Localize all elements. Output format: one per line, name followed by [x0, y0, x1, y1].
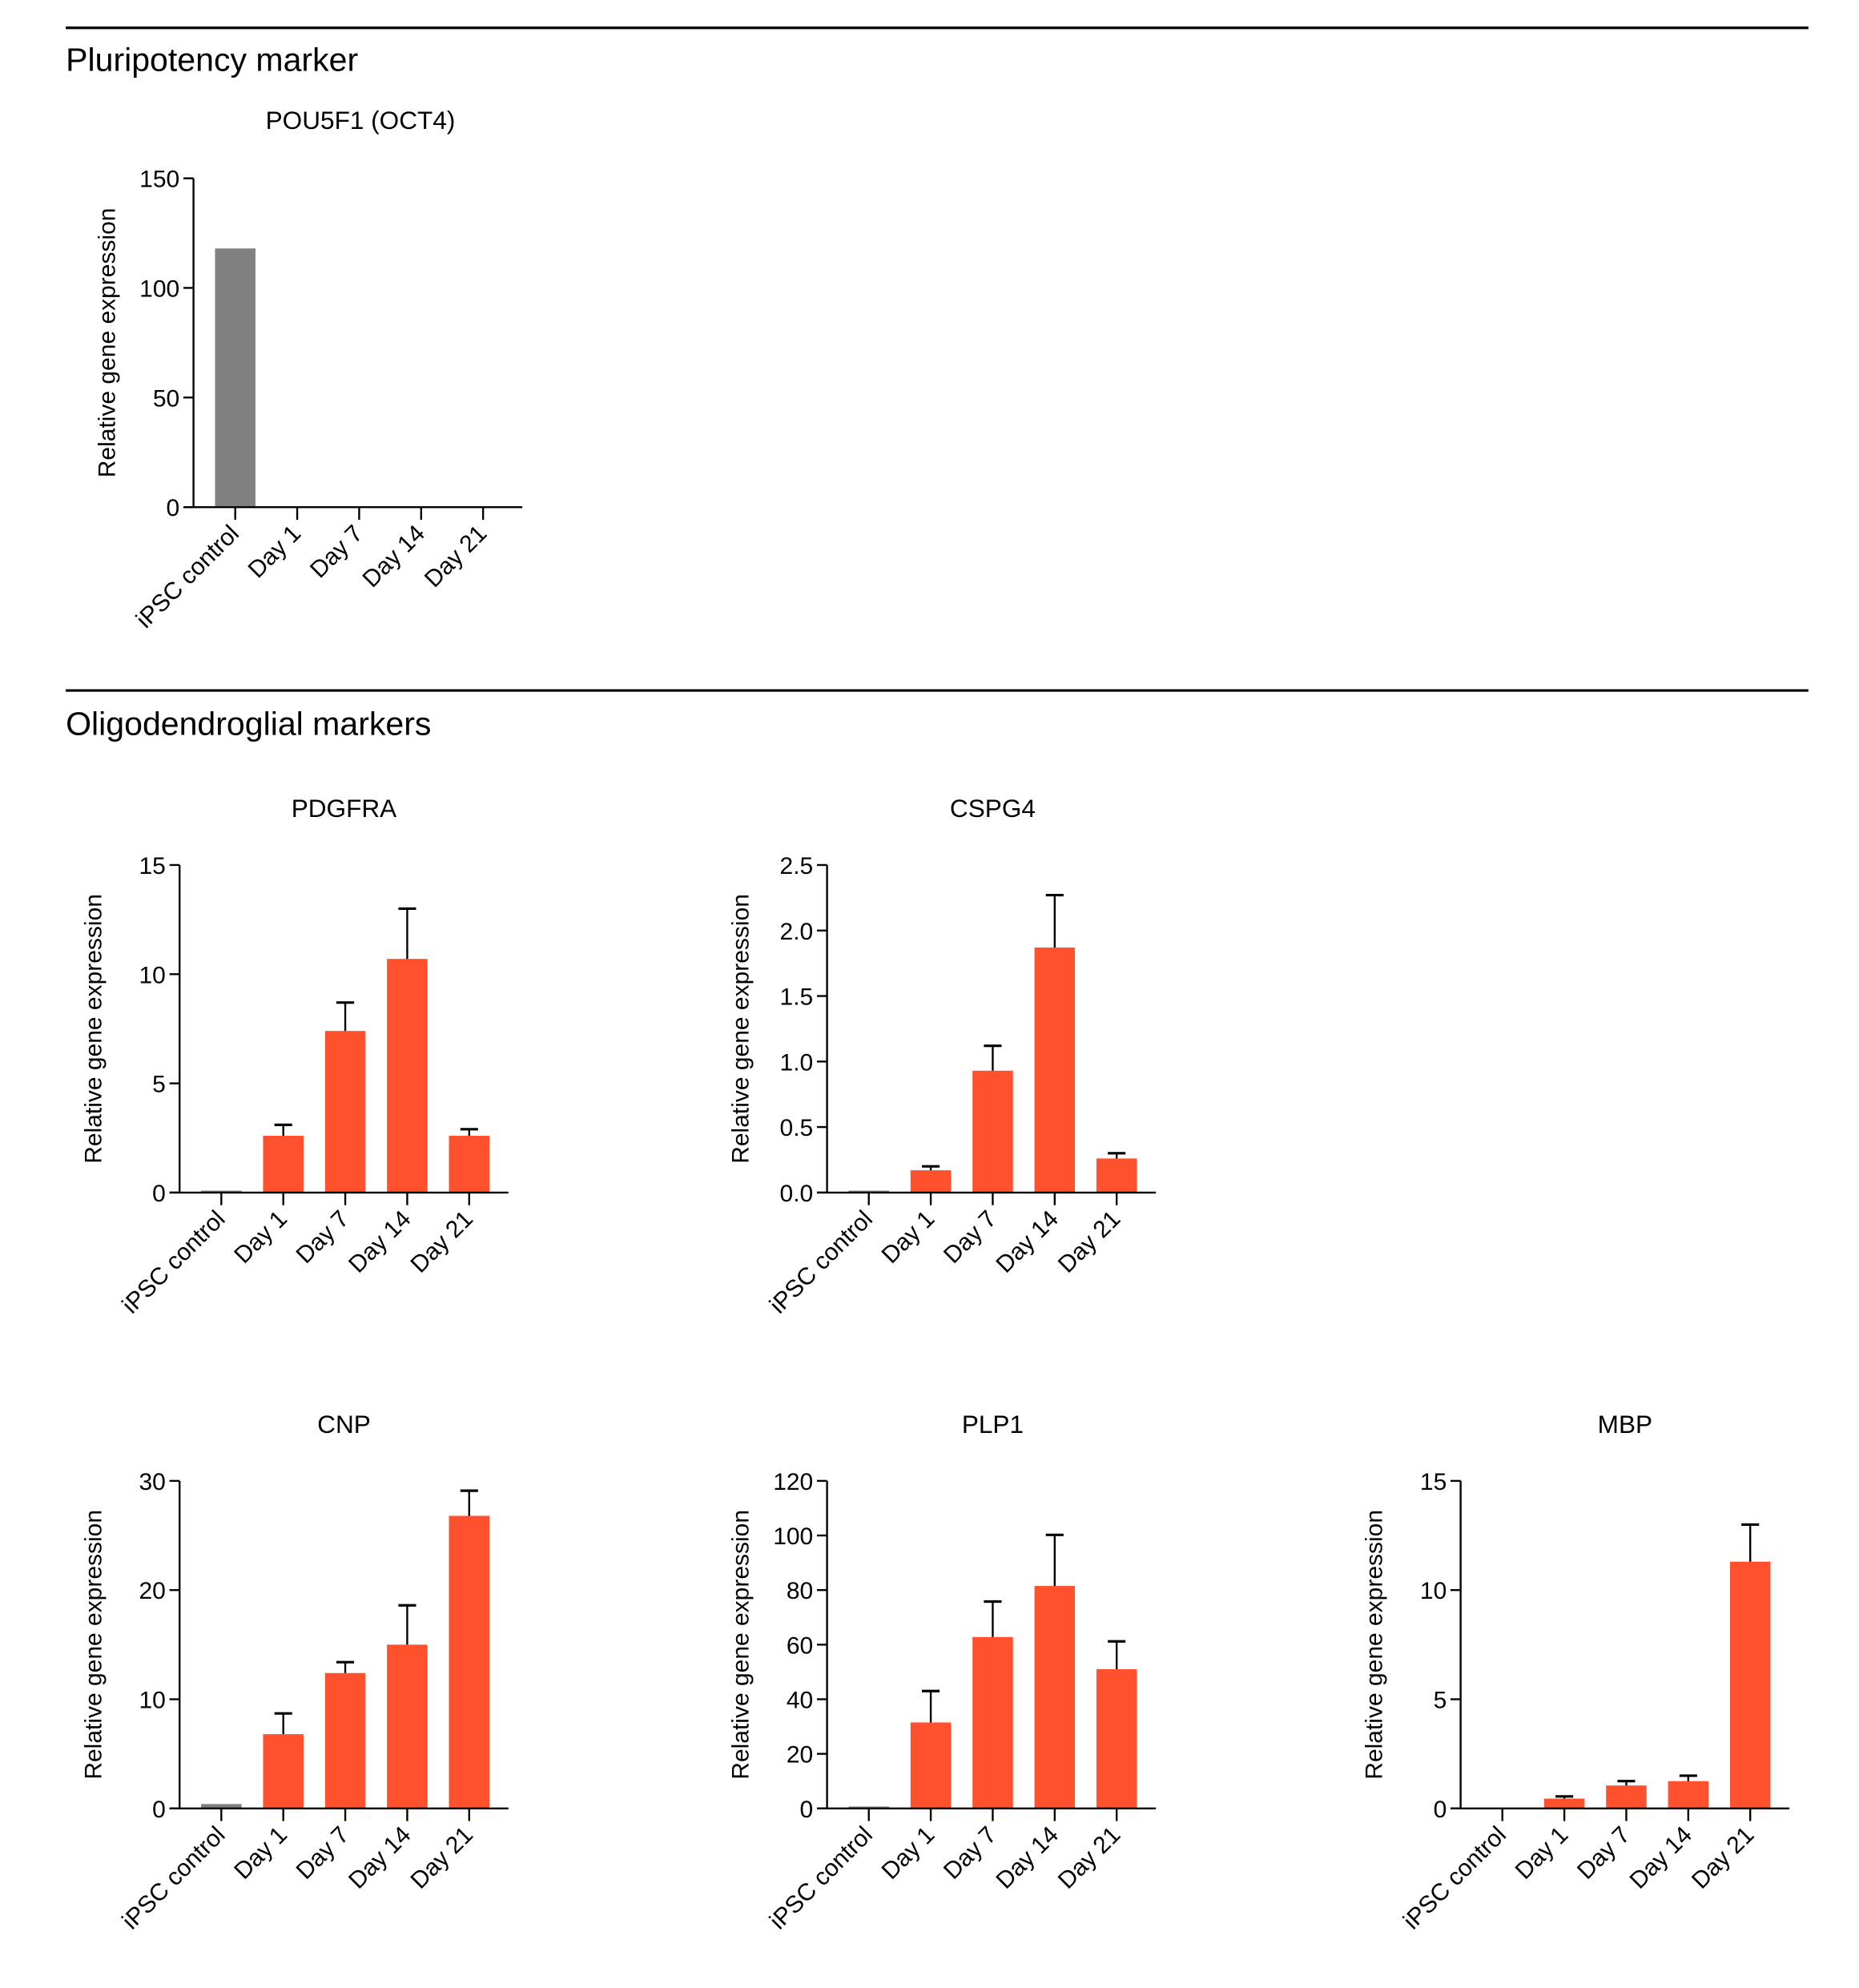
- y-tick-label: 100: [773, 1523, 813, 1550]
- x-tick-label: Day 14: [1625, 1821, 1698, 1894]
- y-tick-label: 0: [1434, 1797, 1447, 1823]
- bar: [972, 1070, 1013, 1193]
- x-tick-label: iPSC control: [765, 1205, 878, 1318]
- y-tick-label: 5: [152, 1072, 166, 1098]
- y-tick-label: 10: [1420, 1578, 1447, 1604]
- bar: [387, 959, 428, 1193]
- bar: [263, 1136, 304, 1193]
- y-tick-label: 60: [787, 1632, 813, 1659]
- y-tick-label: 20: [787, 1742, 813, 1769]
- bar: [972, 1636, 1013, 1809]
- y-tick-label: 50: [153, 385, 179, 412]
- y-axis-label: Relative gene expression: [95, 208, 121, 478]
- x-tick-label: Day 21: [406, 1821, 479, 1894]
- x-tick-label: Day 14: [992, 1205, 1064, 1278]
- y-tick-label: 15: [1420, 1469, 1447, 1495]
- bar: [263, 1734, 304, 1809]
- x-tick-label: Day 21: [1053, 1205, 1126, 1278]
- x-tick-label: Day 1: [877, 1205, 940, 1269]
- x-tick-label: iPSC control: [765, 1821, 878, 1934]
- y-tick-label: 2.0: [780, 919, 814, 945]
- y-axis-label: Relative gene expression: [728, 1510, 754, 1780]
- x-tick-label: Day 1: [243, 520, 307, 583]
- y-tick-label: 1.5: [780, 984, 814, 1011]
- bar: [324, 1672, 366, 1809]
- y-tick-label: 0.5: [780, 1115, 814, 1141]
- y-tick-label: 2.5: [780, 853, 814, 879]
- bar: [910, 1722, 952, 1809]
- x-tick-label: Day 21: [406, 1205, 479, 1278]
- y-axis-label: Relative gene expression: [80, 1510, 107, 1780]
- bar: [1096, 1158, 1137, 1193]
- y-tick-label: 10: [139, 1688, 165, 1714]
- section-title: Oligodendroglial markers: [66, 705, 431, 742]
- chart-title: CNP: [317, 1410, 371, 1439]
- y-axis-label: Relative gene expression: [728, 894, 754, 1164]
- x-tick-label: Day 14: [992, 1821, 1064, 1894]
- y-tick-label: 80: [787, 1578, 813, 1604]
- bar: [1034, 948, 1076, 1193]
- chart-title: PDGFRA: [292, 794, 397, 823]
- y-tick-label: 100: [139, 276, 179, 303]
- bar: [1096, 1669, 1137, 1809]
- chart-title: CSPG4: [950, 794, 1036, 823]
- x-tick-label: Day 14: [358, 520, 431, 593]
- x-tick-label: iPSC control: [131, 520, 244, 633]
- bar: [215, 248, 256, 508]
- y-tick-label: 5: [1434, 1688, 1447, 1714]
- y-tick-label: 40: [787, 1688, 813, 1714]
- y-tick-label: 0: [152, 1181, 166, 1207]
- y-axis-label: Relative gene expression: [80, 894, 107, 1164]
- x-tick-label: Day 1: [1511, 1821, 1574, 1885]
- x-tick-label: Day 1: [229, 1821, 292, 1885]
- bar: [449, 1136, 490, 1193]
- x-tick-label: Day 21: [1053, 1821, 1126, 1894]
- y-tick-label: 120: [773, 1469, 813, 1495]
- chart-title: POU5F1 (OCT4): [266, 106, 456, 135]
- x-tick-label: Day 1: [877, 1821, 940, 1885]
- bar: [449, 1515, 490, 1809]
- x-tick-label: Day 14: [344, 1821, 416, 1894]
- y-axis-label: Relative gene expression: [1362, 1510, 1388, 1780]
- bar: [201, 1804, 242, 1809]
- y-tick-label: 0: [800, 1797, 814, 1823]
- x-tick-label: iPSC control: [1398, 1821, 1511, 1934]
- x-tick-label: Day 21: [1687, 1821, 1760, 1894]
- y-tick-label: 1.0: [780, 1049, 814, 1076]
- chart-title: MBP: [1598, 1410, 1652, 1439]
- section-title: Pluripotency marker: [66, 41, 358, 78]
- y-tick-label: 150: [139, 167, 179, 193]
- bar: [1606, 1785, 1647, 1809]
- y-tick-label: 0: [167, 495, 180, 521]
- bar: [1729, 1561, 1771, 1809]
- y-tick-label: 10: [139, 962, 165, 988]
- x-tick-label: iPSC control: [117, 1205, 230, 1318]
- x-tick-label: Day 1: [229, 1205, 292, 1269]
- bar: [387, 1644, 428, 1809]
- y-tick-label: 0: [152, 1797, 166, 1823]
- bar: [1543, 1798, 1585, 1809]
- y-tick-label: 0.0: [780, 1181, 814, 1207]
- bar: [324, 1031, 366, 1193]
- x-tick-label: Day 21: [420, 520, 493, 593]
- y-tick-label: 20: [139, 1578, 165, 1604]
- chart-title: PLP1: [962, 1410, 1024, 1439]
- y-tick-label: 30: [139, 1469, 165, 1495]
- bar: [1668, 1781, 1709, 1809]
- y-tick-label: 15: [139, 853, 165, 879]
- bar: [910, 1170, 952, 1193]
- x-tick-label: Day 14: [344, 1205, 416, 1278]
- bar: [1034, 1586, 1076, 1809]
- x-tick-label: iPSC control: [117, 1821, 230, 1934]
